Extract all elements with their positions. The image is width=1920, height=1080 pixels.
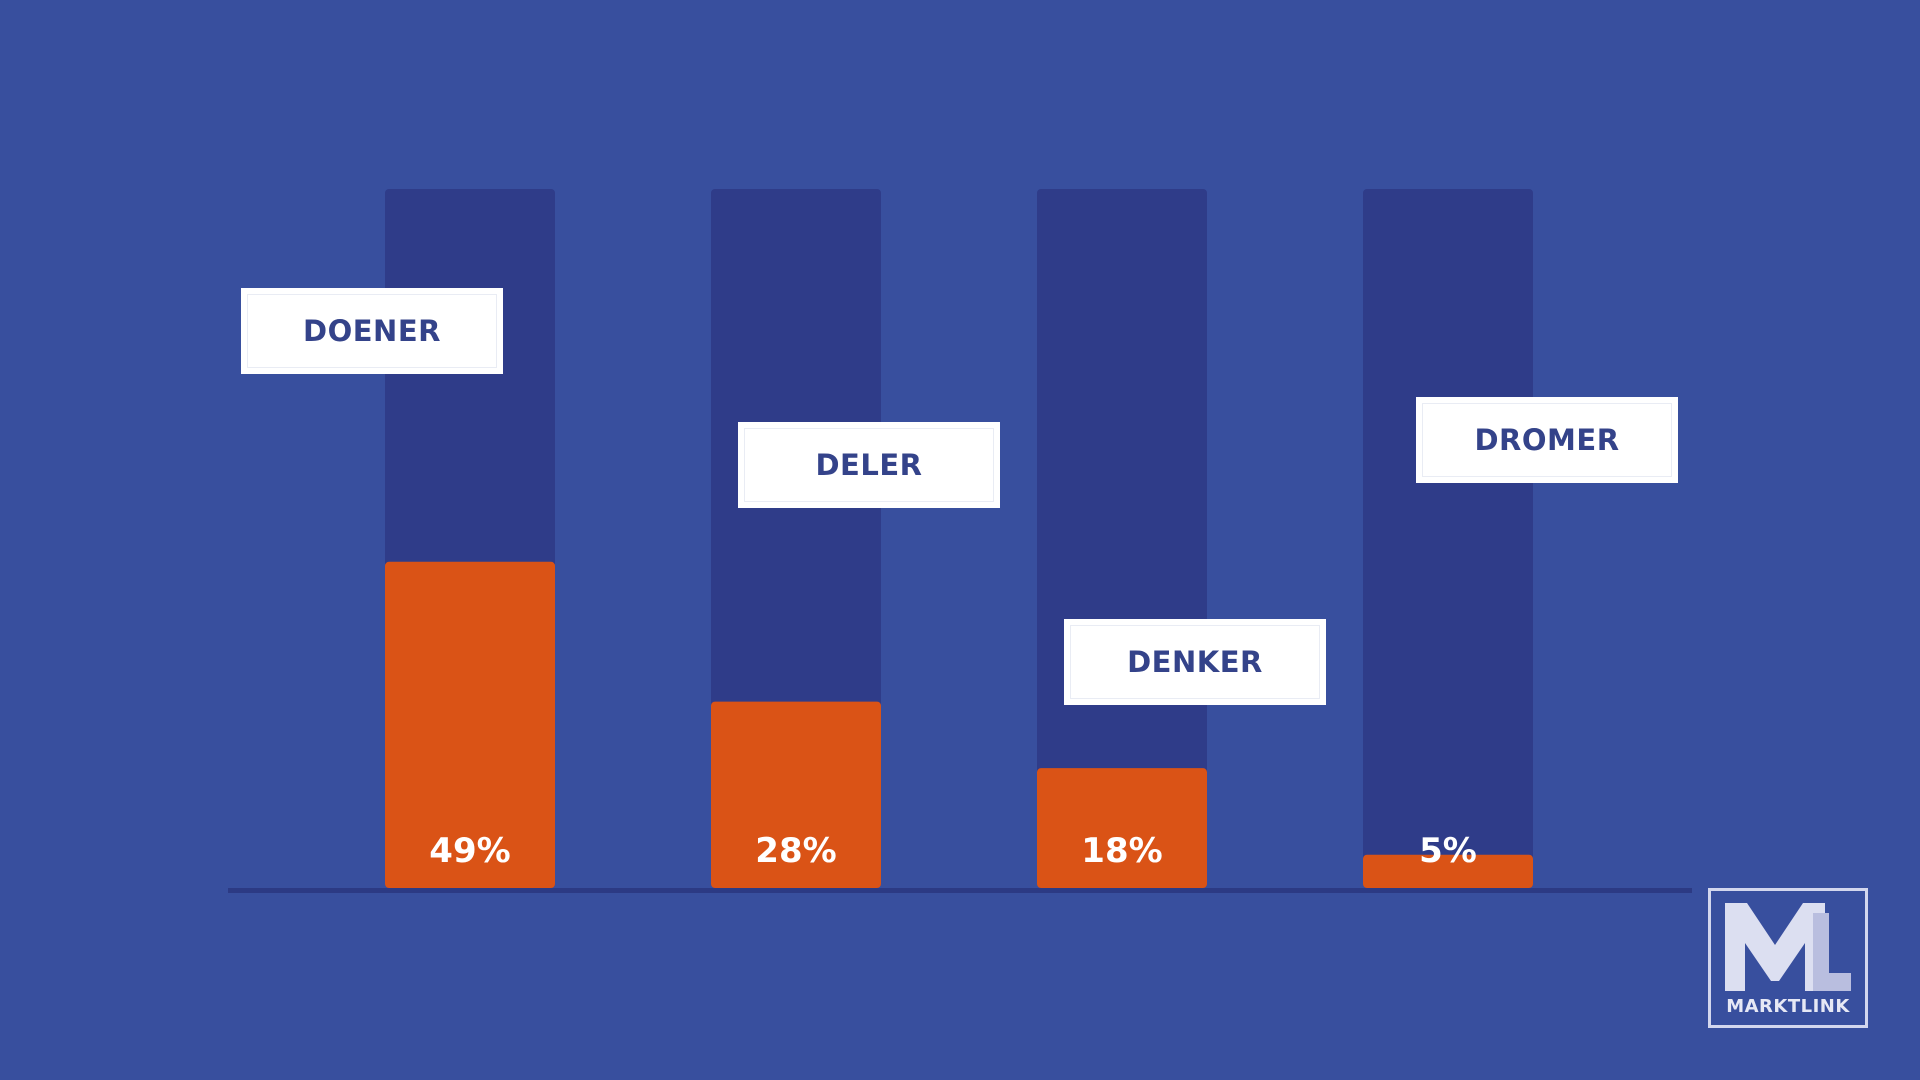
category-label-deler: DELER: [738, 422, 1000, 508]
bar-deler: [711, 701, 881, 888]
baseline: [228, 888, 1692, 893]
category-label-text: DROMER: [1474, 423, 1620, 457]
bar-denker: [1037, 768, 1207, 888]
category-label-text: DELER: [815, 448, 923, 482]
category-label-denker: DENKER: [1064, 619, 1326, 705]
category-label-dromer: DROMER: [1416, 397, 1678, 483]
bar-doener: [385, 561, 555, 888]
value-label-dromer: 5%: [1419, 831, 1477, 871]
bar-track-dromer: [1363, 189, 1533, 888]
category-label-doener: DOENER: [241, 288, 503, 374]
value-label-denker: 18%: [1081, 831, 1162, 871]
value-label-doener: 49%: [429, 831, 510, 871]
bar-dromer: [1363, 854, 1533, 888]
ml-logo-mark: ML: [1725, 903, 1851, 991]
category-label-text: DENKER: [1127, 645, 1263, 679]
marktlink-logo: ML MARKTLINK: [1708, 888, 1868, 1028]
logo-wordmark: MARKTLINK: [1726, 996, 1850, 1017]
category-label-text: DOENER: [303, 314, 441, 348]
value-label-deler: 28%: [755, 831, 836, 871]
bar-track-denker: [1037, 189, 1207, 888]
